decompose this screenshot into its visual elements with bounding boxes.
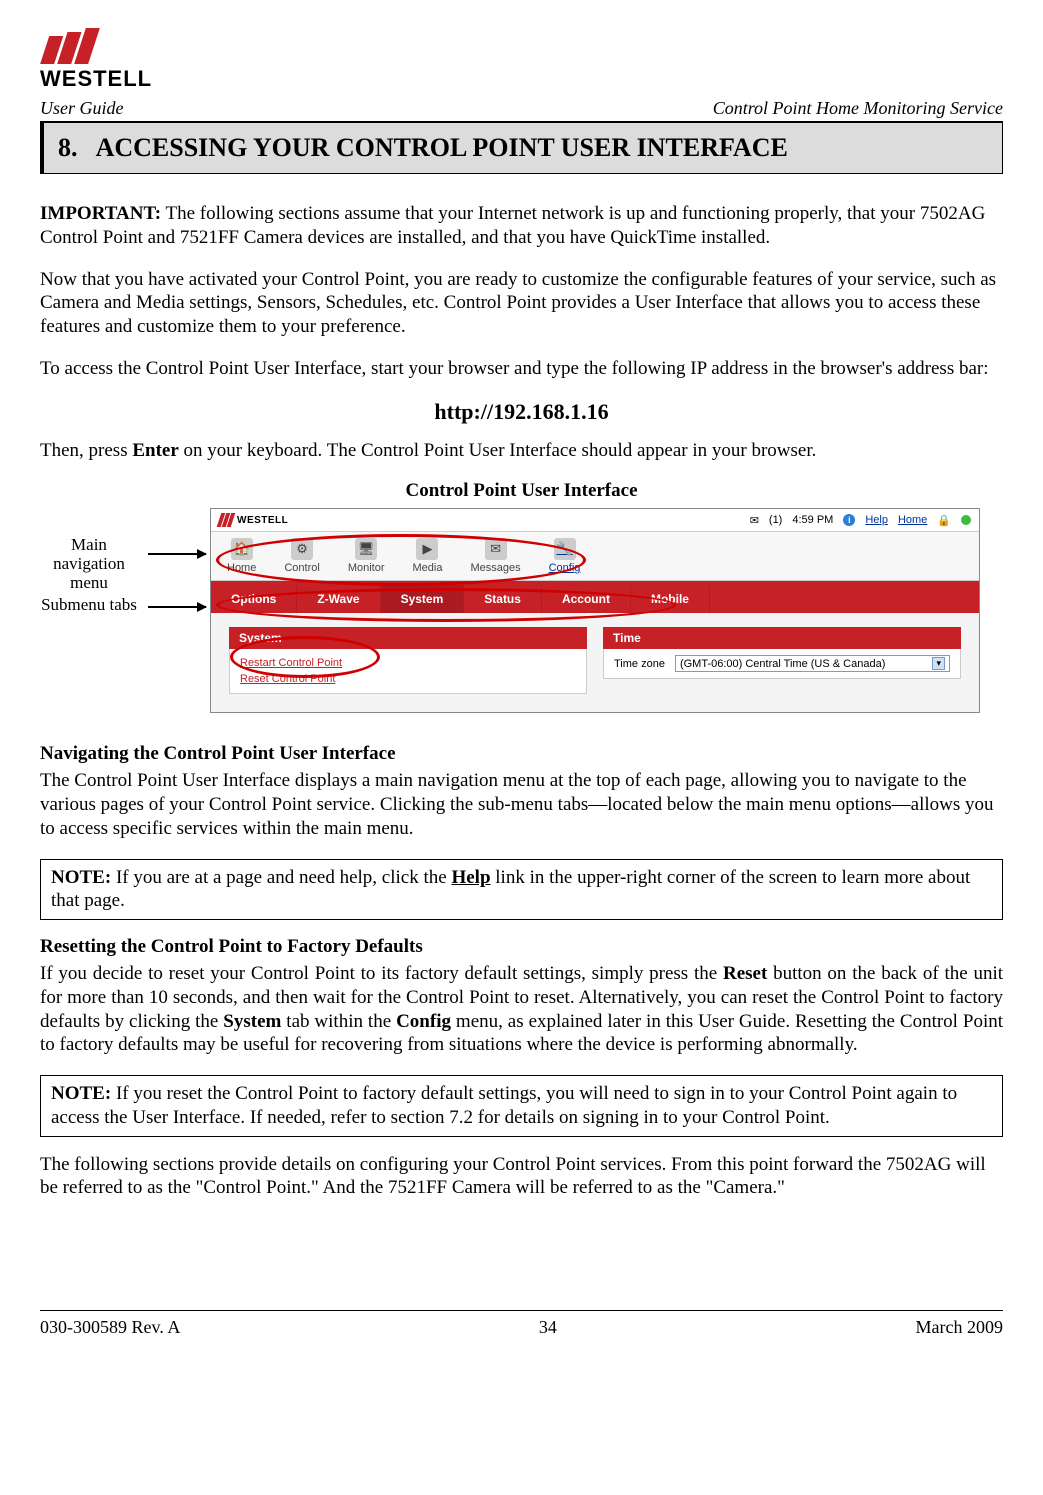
control-icon: ⚙ bbox=[291, 538, 313, 560]
intro-p2: Now that you have activated your Control… bbox=[40, 268, 1003, 339]
section-title-banner: 8. ACCESSING YOUR CONTROL POINT USER INT… bbox=[40, 121, 1003, 174]
panel-system: System Restart Control Point Reset Contr… bbox=[229, 627, 587, 694]
lock-icon[interactable]: 🔒 bbox=[937, 514, 951, 527]
section-number: 8. bbox=[58, 133, 78, 162]
brand-logo: WESTELL bbox=[40, 28, 1003, 92]
subtab-status[interactable]: Status bbox=[464, 585, 542, 613]
subtab-system[interactable]: System bbox=[381, 585, 465, 613]
timezone-label: Time zone bbox=[614, 658, 665, 670]
subtab-account[interactable]: Account bbox=[542, 585, 631, 613]
arrow-icon bbox=[148, 606, 206, 608]
nav-item-control[interactable]: ⚙Control bbox=[284, 538, 319, 574]
media-icon: ▶ bbox=[416, 538, 438, 560]
navigating-heading: Navigating the Control Point User Interf… bbox=[40, 743, 1003, 765]
panel-system-title: System bbox=[229, 627, 587, 649]
subtab-zwave[interactable]: Z-Wave bbox=[297, 585, 380, 613]
footer-center: 34 bbox=[539, 1317, 557, 1338]
callout-main-nav: Main navigation menu bbox=[34, 536, 144, 592]
config-icon: 🔧 bbox=[554, 538, 576, 560]
closing-p: The following sections provide details o… bbox=[40, 1153, 1003, 1201]
info-icon[interactable]: i bbox=[843, 514, 855, 526]
panel-time-title: Time bbox=[603, 627, 961, 649]
page-header: User Guide Control Point Home Monitoring… bbox=[40, 98, 1003, 119]
section-title: ACCESSING YOUR CONTROL POINT USER INTERF… bbox=[96, 133, 788, 162]
footer-right: March 2009 bbox=[916, 1317, 1003, 1338]
chevron-down-icon: ▾ bbox=[932, 657, 945, 670]
clock-time: 4:59 PM bbox=[792, 514, 833, 526]
monitor-icon: 🖥 bbox=[355, 538, 377, 560]
timezone-select[interactable]: (GMT-06:00) Central Time (US & Canada) ▾ bbox=[675, 655, 950, 672]
resetting-p: If you decide to reset your Control Poin… bbox=[40, 962, 1003, 1057]
ui-screenshot: WESTELL ✉ (1) 4:59 PM i Help Home 🔒 🏠Hom bbox=[210, 508, 980, 713]
mini-brand-name: WESTELL bbox=[237, 515, 288, 526]
status-dot-icon bbox=[961, 515, 971, 525]
resetting-heading: Resetting the Control Point to Factory D… bbox=[40, 936, 1003, 958]
submenu-tabs: Options Z-Wave System Status Account Mob… bbox=[211, 585, 979, 613]
note-box-1: NOTE: If you are at a page and need help… bbox=[40, 859, 1003, 921]
intro-p3: To access the Control Point User Interfa… bbox=[40, 357, 1003, 381]
page-footer: 030-300589 Rev. A 34 March 2009 bbox=[40, 1310, 1003, 1338]
important-text: The following sections assume that your … bbox=[40, 203, 985, 248]
mini-logo-icon bbox=[217, 513, 236, 527]
ip-address: http://192.168.1.16 bbox=[40, 399, 1003, 425]
link-restart[interactable]: Restart Control Point bbox=[240, 655, 576, 671]
navigating-p: The Control Point User Interface display… bbox=[40, 769, 1003, 840]
callout-submenu: Submenu tabs bbox=[34, 596, 144, 615]
home-icon: 🏠 bbox=[231, 538, 253, 560]
nav-item-config[interactable]: 🔧Config bbox=[549, 538, 581, 574]
footer-left: 030-300589 Rev. A bbox=[40, 1317, 180, 1338]
subtab-mobile[interactable]: Mobile bbox=[631, 585, 710, 613]
important-paragraph: IMPORTANT: The following sections assume… bbox=[40, 202, 1003, 250]
header-left: User Guide bbox=[40, 98, 124, 119]
link-reset[interactable]: Reset Control Point bbox=[240, 671, 576, 687]
help-link[interactable]: Help bbox=[865, 514, 888, 526]
intro-p4: Then, press Enter on your keyboard. The … bbox=[40, 439, 1003, 463]
msg-count: (1) bbox=[769, 514, 782, 526]
note-box-2: NOTE: If you reset the Control Point to … bbox=[40, 1075, 1003, 1137]
nav-item-messages[interactable]: ✉Messages bbox=[470, 538, 520, 574]
envelope-icon[interactable]: ✉ bbox=[750, 514, 759, 527]
important-label: IMPORTANT: bbox=[40, 203, 161, 224]
nav-item-media[interactable]: ▶Media bbox=[413, 538, 443, 574]
brand-name: WESTELL bbox=[40, 66, 1003, 92]
messages-icon: ✉ bbox=[485, 538, 507, 560]
timezone-value: (GMT-06:00) Central Time (US & Canada) bbox=[680, 658, 885, 670]
figure-title: Control Point User Interface bbox=[40, 480, 1003, 502]
figure-wrap: Main navigation menu Submenu tabs WESTEL… bbox=[40, 508, 1003, 713]
main-nav-menu: 🏠Home ⚙Control 🖥Monitor ▶Media ✉Messages… bbox=[211, 532, 979, 581]
nav-item-monitor[interactable]: 🖥Monitor bbox=[348, 538, 385, 574]
arrow-icon bbox=[148, 553, 206, 555]
panel-time: Time Time zone (GMT-06:00) Central Time … bbox=[603, 627, 961, 694]
logo-stripes-icon bbox=[40, 28, 1009, 64]
header-right: Control Point Home Monitoring Service bbox=[713, 98, 1003, 119]
home-link[interactable]: Home bbox=[898, 514, 927, 526]
subtab-options[interactable]: Options bbox=[211, 585, 297, 613]
nav-item-home[interactable]: 🏠Home bbox=[227, 538, 256, 574]
